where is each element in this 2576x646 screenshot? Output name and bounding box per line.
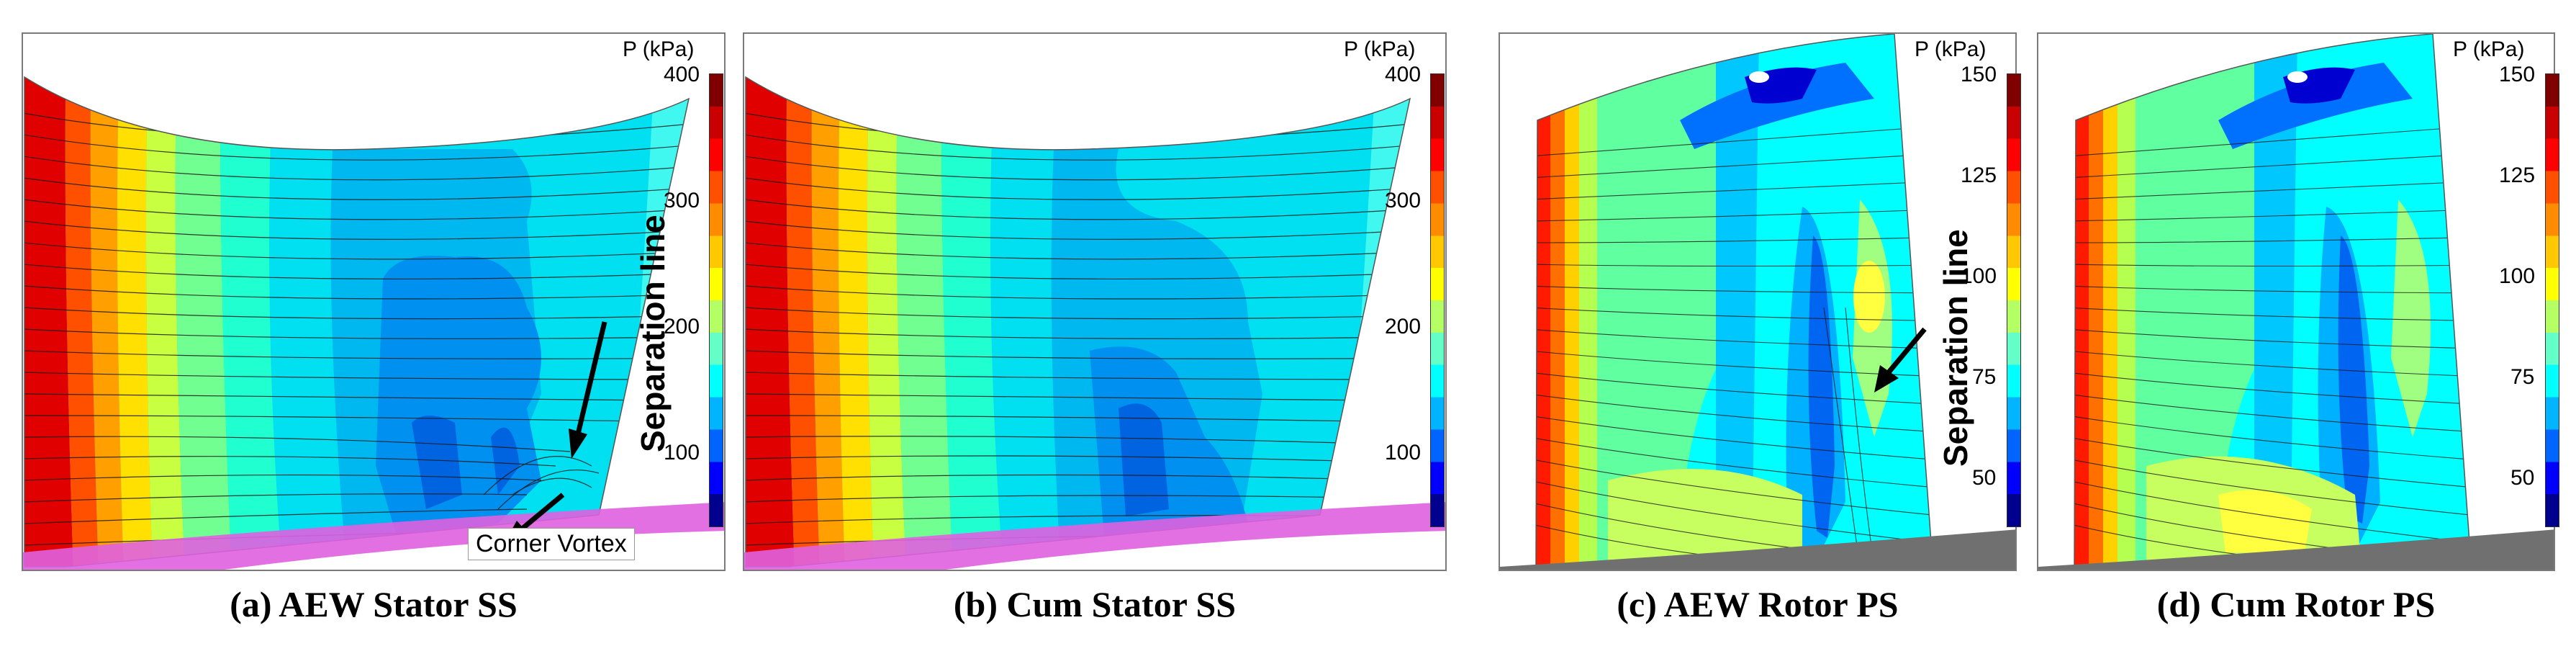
colorbar-tick-c-50: 50: [1972, 466, 1997, 490]
colorbar-b: [1430, 73, 1445, 527]
colorbar-tick-d-150: 150: [2499, 63, 2536, 86]
colorbar-tick-c-100: 100: [1961, 264, 1997, 288]
colorbar-tick-b-200: 200: [1385, 315, 1422, 338]
colorbar-title-c: P (kPa): [1915, 37, 1987, 61]
colorbar-c: [2007, 73, 2021, 527]
stator-contour-b: [744, 76, 1445, 570]
colorbar-tick-c-75: 75: [1972, 365, 1997, 389]
rotor-contour-d: [2038, 34, 2554, 570]
colorbar-d: [2545, 73, 2559, 527]
caption-d: (d) Cum Rotor PS: [2156, 584, 2436, 624]
colorbar-tick-b-300: 300: [1385, 189, 1422, 212]
colorbar-tick-b-400: 400: [1385, 63, 1422, 86]
colorbar-tick-d-125: 125: [2499, 163, 2536, 187]
contour-plot-c: [1499, 32, 2017, 571]
colorbar-title-a: P (kPa): [623, 37, 695, 61]
colorbar-tick-c-125: 125: [1961, 163, 1997, 187]
colorbar-tick-d-100: 100: [2499, 264, 2536, 288]
colorbar-a: [709, 73, 723, 527]
contour-plot-b: [743, 32, 1447, 571]
colorbar-tick-a-200: 200: [664, 315, 700, 338]
colorbar-tick-d-50: 50: [2511, 466, 2535, 490]
caption-b: (b) Cum Stator SS: [953, 584, 1237, 624]
colorbar-tick-a-100: 100: [664, 441, 700, 465]
colorbar-tick-d-75: 75: [2511, 365, 2535, 389]
colorbar-tick-c-150: 150: [1961, 63, 1997, 86]
colorbar-title-b: P (kPa): [1344, 37, 1416, 61]
stator-contour-a: [23, 76, 724, 570]
contour-plot-d: [2037, 32, 2555, 571]
colorbar-tick-b-100: 100: [1385, 441, 1422, 465]
colorbar-title-d: P (kPa): [2453, 37, 2525, 61]
corner-vortex-label: Corner Vortex: [468, 528, 635, 560]
contour-plot-a: [22, 32, 726, 571]
caption-c: (c) AEW Rotor PS: [1617, 584, 1899, 624]
colorbar-tick-a-400: 400: [664, 63, 700, 86]
caption-a: (a) AEW Stator SS: [230, 584, 518, 624]
colorbar-tick-a-300: 300: [664, 189, 700, 212]
rotor-contour-c: [1500, 34, 2015, 570]
